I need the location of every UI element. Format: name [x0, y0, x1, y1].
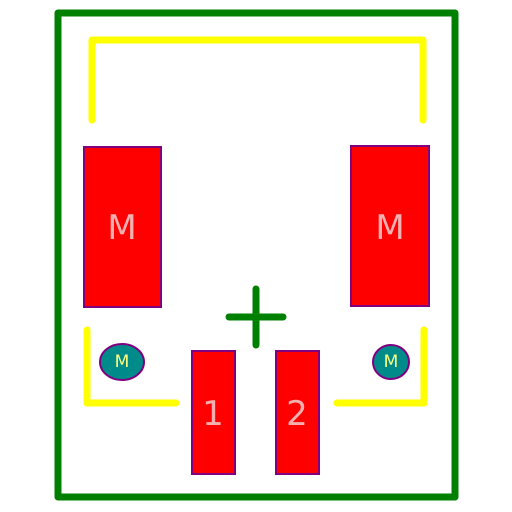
mount-hole-left-label: M — [115, 352, 130, 372]
board-outline — [54, 9, 459, 501]
mount-pad-left[interactable]: M — [83, 146, 162, 308]
mount-hole-left[interactable]: M — [99, 343, 145, 381]
origin-cross-marker — [225, 285, 287, 349]
mount-hole-right[interactable]: M — [372, 344, 410, 380]
silkscreen-bottom-left-corner — [83, 326, 180, 407]
pin-2-label: 2 — [286, 394, 308, 434]
silkscreen-bottom-right-corner — [333, 326, 428, 407]
mount-pad-right[interactable]: M — [350, 145, 430, 307]
pin-2-pad[interactable]: 2 — [275, 350, 320, 475]
pin-1-label: 1 — [202, 394, 224, 434]
mount-hole-right-label: M — [384, 352, 399, 372]
mount-pad-left-label: M — [107, 208, 136, 248]
pin-1-pad[interactable]: 1 — [191, 350, 236, 475]
silkscreen-top-bracket — [88, 36, 427, 124]
mount-pad-right-label: M — [375, 208, 404, 248]
